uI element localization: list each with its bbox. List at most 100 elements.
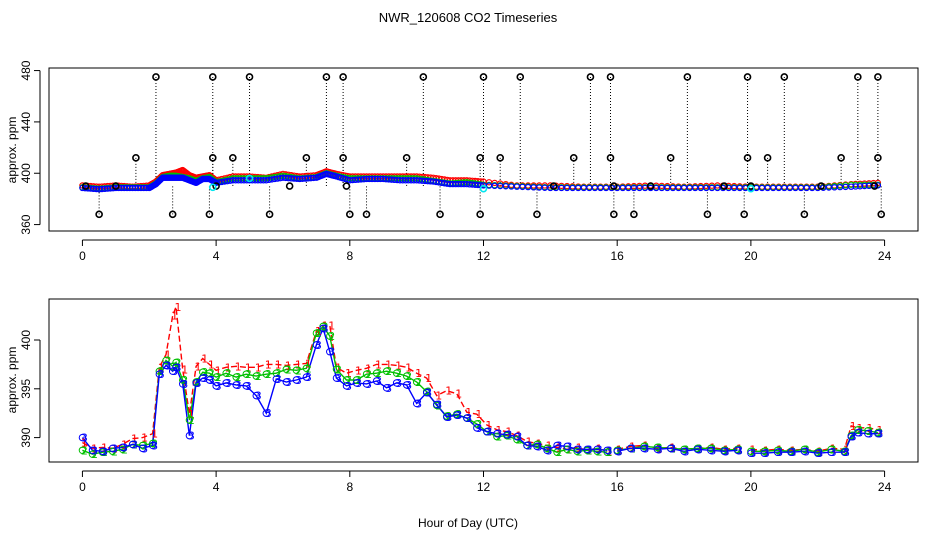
series-1-label: 1 xyxy=(295,358,302,371)
series-3-point xyxy=(178,380,187,388)
series-2-label: 2 xyxy=(131,438,138,451)
series-3-point xyxy=(212,382,220,390)
series-2-label: 2 xyxy=(803,443,810,456)
flagged-point xyxy=(610,210,618,219)
series-3-label: 3 xyxy=(606,444,613,457)
series-3-label: 3 xyxy=(255,390,262,403)
flagged-point xyxy=(152,73,160,81)
flagged-point xyxy=(346,210,354,219)
series-3-label: 3 xyxy=(596,443,603,456)
series-2-label: 2 xyxy=(816,446,823,459)
series-2-label: 2 xyxy=(405,370,412,383)
series-1-label: 1 xyxy=(141,432,148,445)
series-2-label: 2 xyxy=(515,434,522,447)
series-3-label: 3 xyxy=(305,371,312,384)
series-2-label: 2 xyxy=(455,408,462,421)
series-2-point xyxy=(493,432,501,441)
series-2-point xyxy=(262,370,270,378)
series-3-point xyxy=(463,414,471,422)
series-3-point xyxy=(192,379,200,387)
series-3-label: 3 xyxy=(225,377,232,390)
series-2-label: 2 xyxy=(475,418,482,431)
series-1-label: 1 xyxy=(789,444,796,457)
flagged-point xyxy=(496,154,505,162)
series-1-label: 1 xyxy=(151,428,158,441)
series-1-label: 1 xyxy=(345,367,352,380)
flagged-point xyxy=(476,154,484,162)
series-3-point xyxy=(773,448,782,456)
top-y-tick-label: 360 xyxy=(19,214,33,234)
series-3-label: 3 xyxy=(546,444,553,457)
series-2-label: 2 xyxy=(151,437,158,450)
flagged-point xyxy=(874,154,882,162)
series-1-label: 1 xyxy=(850,420,857,433)
series-2-point xyxy=(533,440,541,449)
flagged-point xyxy=(132,154,140,162)
series-3-label: 3 xyxy=(111,442,118,455)
series-2-point xyxy=(178,376,187,384)
top-x-tick-label: 12 xyxy=(477,249,491,263)
series-2-point xyxy=(148,439,157,448)
top-x-tick-label: 16 xyxy=(611,249,625,263)
bottom-y-axis-label: approx. ppm xyxy=(5,347,19,414)
flagged-point xyxy=(703,210,712,219)
flagged-point xyxy=(205,210,214,219)
series-2-label: 2 xyxy=(586,444,593,457)
series-3-label: 3 xyxy=(566,440,573,453)
flagged-point xyxy=(630,210,638,219)
series-3-point xyxy=(88,446,97,454)
series-1-label: 1 xyxy=(830,442,837,455)
series-1-line xyxy=(750,425,879,453)
series-3-label: 3 xyxy=(315,339,322,352)
series-3-point xyxy=(847,432,855,441)
series-2-label: 2 xyxy=(91,448,98,461)
series-3-label: 3 xyxy=(365,378,372,391)
series-3-label: 3 xyxy=(789,446,796,459)
bottom-x-tick-label: 24 xyxy=(878,480,892,494)
series-3-point xyxy=(483,428,491,436)
series-2-label: 2 xyxy=(101,446,108,459)
series-2-point xyxy=(747,447,755,455)
flagged-point xyxy=(81,182,90,190)
flagged-point xyxy=(362,210,371,219)
series-2-point xyxy=(312,329,321,337)
series-3-point xyxy=(372,377,381,385)
series-1-label: 1 xyxy=(606,445,613,458)
series-2-label: 2 xyxy=(225,367,232,380)
series-3-point xyxy=(626,444,635,453)
series-2-point xyxy=(352,376,361,384)
series-3-label: 3 xyxy=(175,361,182,374)
series-3-label: 3 xyxy=(215,380,222,393)
series-3-label: 3 xyxy=(515,431,522,444)
series-1-label: 1 xyxy=(328,319,335,332)
series-3-point xyxy=(864,429,872,438)
series-3-point xyxy=(282,378,291,386)
series-3-label: 3 xyxy=(465,412,472,425)
series-3-label: 3 xyxy=(201,372,208,385)
series-3-point xyxy=(473,424,481,432)
series-2-label: 2 xyxy=(265,368,272,381)
series-1-label: 1 xyxy=(375,358,382,371)
flagged-point xyxy=(533,210,541,219)
series-2-label: 2 xyxy=(395,367,402,380)
series-3-point xyxy=(78,433,87,442)
flagged-point xyxy=(436,210,444,219)
flagged-point xyxy=(419,73,428,81)
series-3-point xyxy=(172,363,180,372)
series-3-label: 3 xyxy=(425,387,432,400)
series-3-point xyxy=(493,429,501,438)
series-2-point xyxy=(864,427,872,435)
series-2-label: 2 xyxy=(656,441,663,454)
series-3-label: 3 xyxy=(850,431,857,444)
series-1-label: 1 xyxy=(515,430,522,443)
series-1-label: 1 xyxy=(215,364,222,377)
series-2-point xyxy=(362,370,371,378)
series-2-label: 2 xyxy=(843,445,850,458)
series-3-point xyxy=(443,413,451,421)
series-1-label: 1 xyxy=(586,444,593,457)
series-2-label: 2 xyxy=(335,363,342,376)
series-3-point xyxy=(827,448,835,456)
series-2-point xyxy=(302,364,311,372)
series-2-label: 2 xyxy=(616,444,623,457)
series-3-label: 3 xyxy=(535,440,542,453)
